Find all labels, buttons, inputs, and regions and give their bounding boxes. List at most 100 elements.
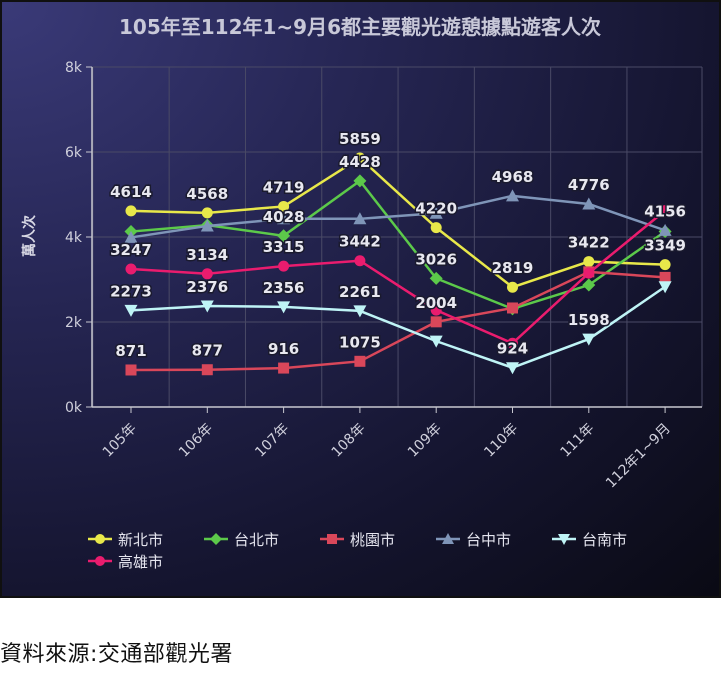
data-point — [278, 200, 290, 212]
data-point — [353, 212, 367, 225]
data-point — [507, 337, 518, 349]
data-label: 3442 — [339, 233, 381, 251]
legend-label: 台南市 — [582, 530, 628, 549]
data-label: 1075 — [339, 333, 381, 351]
x-tick-label: 111年 — [558, 421, 598, 461]
series-line — [130, 285, 666, 370]
x-tick-label: 112年1~9月 — [603, 421, 674, 492]
data-point — [507, 281, 518, 293]
data-point — [124, 304, 138, 317]
data-label: 4220 — [415, 200, 457, 218]
data-label: 4568 — [186, 185, 228, 203]
data-label: 2376 — [186, 278, 228, 296]
series-line — [130, 209, 666, 345]
y-tick-label: 6k — [65, 145, 83, 161]
x-tick-label: 109年 — [405, 421, 445, 461]
legend-item[interactable]: 台北市 — [202, 528, 318, 550]
data-point — [507, 302, 518, 314]
data-point — [582, 197, 596, 210]
data-label: 2356 — [263, 279, 305, 297]
data-label: 4428 — [339, 153, 381, 171]
line-chart: 105年至112年1~9月6都主要觀光遊憩據點遊客人次 萬人次 0k 2k 4k 6k… — [21, 15, 703, 492]
legend-item[interactable]: 高雄市 — [86, 550, 202, 572]
data-point — [582, 278, 596, 292]
x-tick-label: 105年 — [100, 421, 140, 461]
chart-title: 105年至112年1~9月6都主要觀光遊憩據點遊客人次 — [119, 15, 601, 39]
source-note: 資料來源:交通部觀光署 — [0, 642, 233, 667]
data-point — [429, 206, 443, 219]
legend-item[interactable]: 台中市 — [434, 528, 550, 550]
data-point — [278, 260, 290, 272]
y-tick-label: 4k — [65, 230, 83, 246]
y-tick-label: 2k — [65, 315, 83, 331]
data-point — [430, 316, 442, 328]
legend-marker-icon — [552, 534, 576, 545]
y-tick-label: 8k — [65, 60, 83, 76]
series-line — [130, 194, 666, 239]
data-point — [659, 259, 671, 271]
legend-label: 桃園市 — [350, 530, 396, 549]
data-point — [506, 189, 519, 202]
data-point — [125, 364, 137, 376]
data-label: 3134 — [186, 246, 228, 264]
data-label: 3315 — [263, 238, 305, 256]
legend-label: 台北市 — [234, 530, 280, 549]
x-tick-label: 107年 — [252, 421, 292, 461]
data-point — [200, 219, 214, 232]
legend-item[interactable]: 桃園市 — [318, 528, 434, 550]
y-axis-label: 萬人次 — [21, 215, 38, 257]
data-point — [354, 152, 366, 164]
data-point — [442, 533, 454, 544]
data-label: 5859 — [339, 130, 381, 148]
series-台南市 — [124, 281, 672, 375]
data-point — [278, 362, 290, 374]
legend-item[interactable]: 新北市 — [86, 528, 202, 550]
series-高雄市 — [125, 205, 671, 349]
data-point — [353, 305, 367, 318]
data-point — [201, 268, 213, 280]
series-lines — [124, 152, 672, 376]
data-label: 871 — [115, 342, 146, 360]
data-point — [429, 335, 443, 348]
grid-lines — [92, 66, 703, 408]
data-point — [277, 229, 291, 243]
legend-item[interactable]: 台南市 — [550, 528, 666, 550]
data-label: 4028 — [263, 208, 305, 226]
data-point — [277, 301, 291, 314]
series-line — [130, 156, 666, 289]
data-point — [583, 256, 595, 268]
x-tick-label: 108年 — [329, 421, 369, 461]
legend-label: 新北市 — [118, 530, 164, 549]
data-point — [354, 355, 366, 367]
data-point — [658, 281, 672, 294]
data-point — [430, 222, 442, 234]
legend-marker-icon — [436, 533, 460, 544]
y-tick-label: 0k — [65, 400, 83, 416]
data-label: 916 — [268, 340, 299, 358]
data-label: 3026 — [415, 250, 457, 268]
data-label: 4776 — [568, 176, 610, 194]
data-label: 2261 — [339, 283, 381, 301]
data-label: 2273 — [110, 282, 152, 300]
data-label: 877 — [192, 342, 223, 360]
data-point — [210, 533, 222, 545]
data-point — [506, 362, 519, 375]
series-台中市 — [124, 189, 672, 243]
data-point — [125, 263, 137, 275]
data-point — [200, 300, 214, 313]
data-label: 4968 — [492, 168, 534, 186]
data-label: 4614 — [110, 183, 152, 201]
data-point — [659, 205, 671, 217]
data-labels: 4614 4568 4719 5859 4220 2819 3422 3349 4028 4428… — [109, 128, 688, 361]
data-label: 2819 — [492, 259, 534, 277]
data-point — [558, 534, 570, 545]
data-label: 1598 — [568, 311, 610, 329]
data-point — [124, 230, 138, 243]
data-point — [582, 333, 596, 346]
chart-panel — [0, 0, 721, 598]
data-point — [353, 174, 367, 188]
data-label: 2004 — [415, 294, 457, 312]
data-point — [430, 304, 442, 316]
data-point — [354, 255, 366, 267]
data-point — [201, 364, 213, 376]
